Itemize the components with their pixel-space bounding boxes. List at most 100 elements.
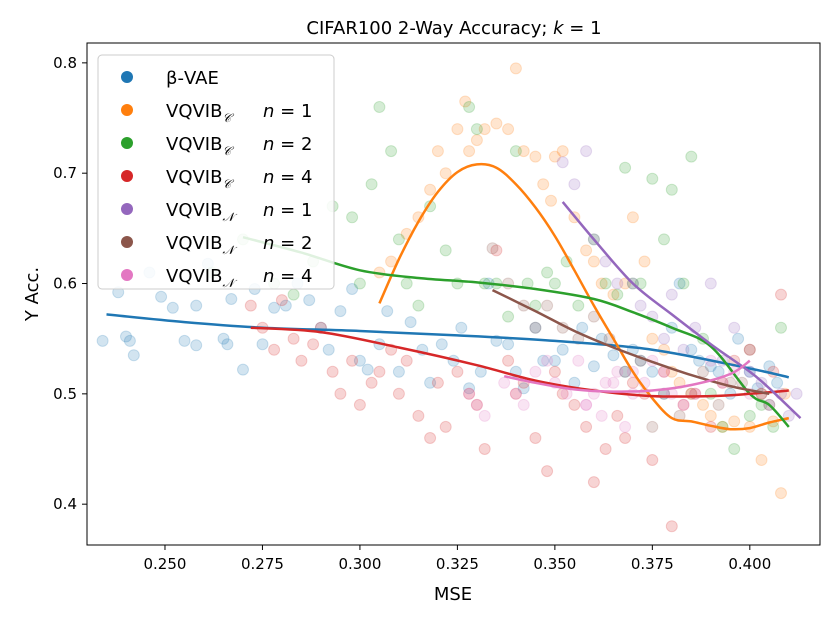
data-point xyxy=(580,145,593,158)
data-point xyxy=(463,145,476,158)
legend-marker xyxy=(121,137,133,149)
data-point xyxy=(646,454,659,466)
plot-area xyxy=(96,62,803,533)
data-point xyxy=(353,277,366,290)
data-point xyxy=(619,161,632,174)
data-point xyxy=(568,398,581,411)
data-point xyxy=(704,277,717,290)
legend-label: β-VAE xyxy=(166,68,219,89)
data-point xyxy=(498,376,511,389)
data-point xyxy=(353,354,366,367)
data-point xyxy=(607,349,620,362)
data-point xyxy=(728,321,741,334)
data-point xyxy=(775,487,787,500)
data-point xyxy=(517,145,530,158)
data-point xyxy=(646,365,659,378)
data-point xyxy=(365,178,378,191)
data-point xyxy=(595,409,608,422)
data-point xyxy=(268,301,281,314)
data-point xyxy=(556,343,569,356)
y-axis: 0.4 0.5 0.6 0.7 0.8 xyxy=(53,54,87,513)
data-point xyxy=(755,454,768,466)
data-point xyxy=(548,150,561,163)
data-point xyxy=(685,150,698,163)
legend-box xyxy=(97,54,335,290)
series-6-fit-line xyxy=(503,359,751,393)
x-tick-label: 0.275 xyxy=(241,555,284,573)
data-point xyxy=(470,398,483,411)
legend-label: VQVIB𝒩 n = 1 xyxy=(166,200,312,224)
data-point xyxy=(599,277,612,290)
data-point xyxy=(529,432,542,444)
data-point xyxy=(303,294,316,307)
data-point xyxy=(541,299,554,312)
data-point xyxy=(326,365,339,378)
data-point xyxy=(704,409,717,422)
data-point xyxy=(611,277,624,290)
data-point xyxy=(743,409,756,422)
data-point xyxy=(556,145,569,158)
series-5-fit-line xyxy=(491,288,770,396)
data-point xyxy=(470,398,483,411)
y-tick-label: 0.7 xyxy=(53,164,77,182)
data-point xyxy=(529,150,542,163)
data-point xyxy=(611,365,624,378)
data-point xyxy=(611,409,624,422)
data-point xyxy=(439,420,452,433)
data-point xyxy=(517,382,530,395)
data-point xyxy=(541,465,554,478)
legend-label: VQVIB𝒞 n = 4 xyxy=(166,167,312,191)
legend-marker xyxy=(121,170,133,182)
series-3-points xyxy=(244,244,787,533)
data-point xyxy=(190,339,203,352)
data-point xyxy=(424,432,437,444)
data-point xyxy=(587,360,600,373)
data-point xyxy=(244,299,257,312)
data-point xyxy=(287,288,300,301)
data-point xyxy=(646,420,659,433)
data-point xyxy=(665,520,678,533)
data-point xyxy=(127,349,140,362)
data-point xyxy=(392,365,405,378)
data-point xyxy=(431,145,444,158)
data-point xyxy=(790,387,803,400)
data-point xyxy=(580,244,593,257)
series-3-fit-line xyxy=(250,326,789,398)
data-point xyxy=(607,376,620,389)
data-point xyxy=(509,62,522,75)
x-axis: 0.250 0.275 0.300 0.325 0.350 0.375 0.400 xyxy=(144,545,771,573)
data-point xyxy=(548,365,561,378)
data-point xyxy=(537,354,550,367)
data-point xyxy=(697,398,709,411)
data-point xyxy=(166,301,179,314)
data-point xyxy=(307,338,320,351)
data-point xyxy=(463,382,476,395)
x-tick-label: 0.375 xyxy=(631,555,674,573)
data-point xyxy=(346,211,359,224)
data-point xyxy=(287,332,300,345)
data-point xyxy=(704,387,717,400)
data-point xyxy=(732,332,745,345)
data-point xyxy=(771,376,784,389)
data-point xyxy=(697,365,709,378)
x-tick-label: 0.325 xyxy=(436,555,479,573)
data-point xyxy=(353,398,366,411)
data-point xyxy=(463,101,476,113)
data-point xyxy=(529,321,542,334)
x-tick-label: 0.250 xyxy=(144,555,187,573)
data-point xyxy=(190,299,203,312)
data-point xyxy=(619,365,632,378)
data-point xyxy=(587,476,600,489)
data-point xyxy=(677,277,690,290)
data-point xyxy=(607,288,620,301)
data-point xyxy=(646,332,659,345)
data-point xyxy=(455,321,468,334)
data-point xyxy=(712,398,725,411)
data-point xyxy=(665,183,678,196)
data-point xyxy=(611,288,624,301)
data-point xyxy=(275,294,288,307)
data-point xyxy=(178,334,191,347)
data-point xyxy=(412,409,425,422)
